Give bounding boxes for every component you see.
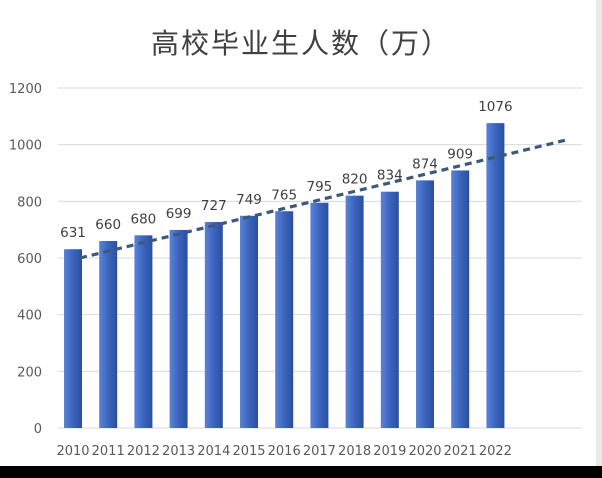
bottom-bar [0,466,602,478]
x-tick-label: 2014 [197,444,230,459]
x-tick-label: 2013 [162,444,195,459]
bar-chart: 0 200 400 600 800 1000 1200 631 660 680 699 727 749… [9,82,582,459]
data-label: 727 [201,198,227,214]
bar [486,123,505,428]
data-label: 699 [166,206,192,222]
x-tick-label: 2012 [127,444,160,459]
bar [169,229,188,428]
data-label: 874 [412,156,438,172]
y-tick-label: 600 [17,252,42,267]
y-tick-label: 200 [17,365,42,380]
x-tick-label: 2021 [444,444,477,459]
x-tick-label: 2022 [479,444,512,459]
y-tick-label: 1200 [9,82,42,97]
y-tick-label: 0 [34,422,42,437]
bars [64,123,505,428]
bar [204,222,223,428]
x-tick-label: 2020 [408,444,441,459]
data-label: 631 [60,225,86,241]
data-label: 749 [236,192,262,208]
x-tick-label: 2011 [92,444,125,459]
x-tick-label: 2010 [56,444,89,459]
data-label: 909 [447,146,473,162]
bar [240,215,258,428]
data-label: 765 [271,187,297,203]
bar [310,202,329,428]
data-label: 1076 [478,99,512,115]
chart-title: 高校毕业生人数（万） [150,27,451,60]
y-axis-ticks: 0 200 400 600 800 1000 1200 [9,82,42,437]
data-label: 660 [95,217,121,233]
bar [416,180,434,428]
bar [275,211,294,428]
y-tick-label: 400 [17,309,42,324]
bar [345,195,364,428]
x-tick-label: 2019 [373,444,406,459]
data-label: 795 [307,179,333,195]
chart-frame: 高校毕业生人数（万） 0 200 400 600 800 1000 1200 631 660 6… [0,0,602,466]
bar [64,249,82,428]
bar [451,170,470,428]
x-axis-ticks: 2010 2011 2012 2013 2014 2015 2016 2017 2018 2019… [56,444,511,459]
y-tick-label: 1000 [9,139,42,154]
x-tick-label: 2015 [232,444,265,459]
x-tick-label: 2017 [303,444,336,459]
bar [99,241,118,428]
bar [380,191,399,428]
data-label: 680 [131,211,157,227]
data-label: 820 [342,172,368,188]
bar [134,235,153,428]
y-tick-label: 800 [17,195,42,210]
x-tick-label: 2018 [338,444,371,459]
x-tick-label: 2016 [268,444,301,459]
frame-edge [596,0,602,466]
